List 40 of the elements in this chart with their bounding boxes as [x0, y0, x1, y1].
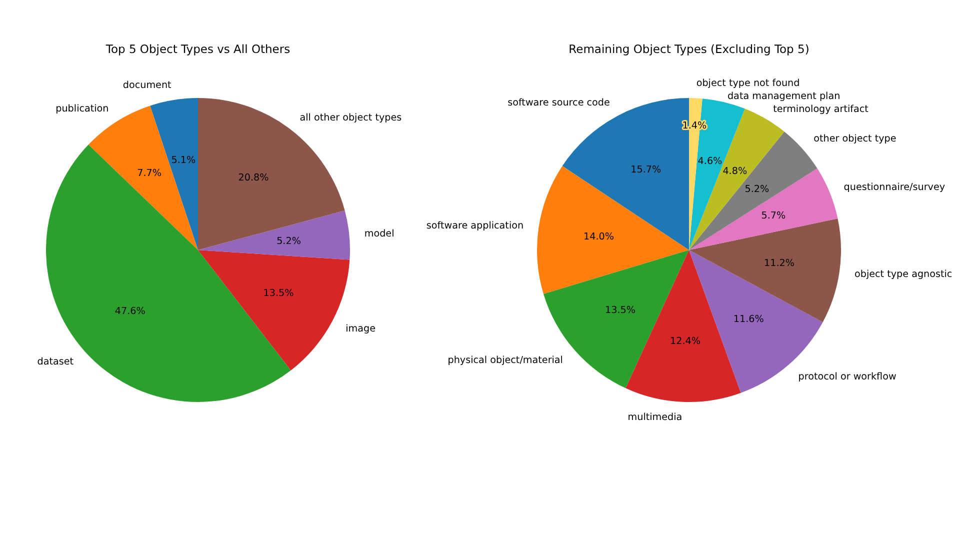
data-label: 12.4%	[670, 336, 701, 347]
slice-label: multimedia	[628, 412, 682, 423]
data-label: 5.7%	[761, 210, 786, 222]
slice-label: data management plan	[727, 90, 840, 102]
data-label: 11.6%	[733, 314, 764, 325]
slice-label: image	[346, 323, 376, 334]
pie-slice	[689, 168, 838, 250]
slice-label: software application	[426, 220, 524, 232]
pie-slice	[689, 218, 841, 322]
data-label: 4.8%	[722, 166, 748, 177]
data-label: 13.5%	[263, 287, 294, 298]
data-label: 7.7%	[137, 167, 162, 178]
data-label: 47.6%	[114, 305, 146, 316]
data-label: 4.6%	[698, 156, 722, 167]
slice-label: object type agnostic	[854, 268, 952, 280]
data-label: 11.2%	[764, 257, 795, 268]
slice-label: terminology artifact	[773, 103, 869, 114]
data-label: 5.1%	[171, 154, 196, 166]
slice-label: other object type	[814, 133, 896, 144]
pie-slice	[198, 210, 350, 260]
slice-label: all other object types	[300, 112, 402, 123]
data-label: 13.5%	[605, 304, 636, 316]
slice-label: publication	[56, 103, 109, 114]
data-label: 15.7%	[630, 164, 662, 176]
data-label: 5.2%	[744, 184, 770, 195]
slice-label: questionnaire/survey	[844, 181, 946, 192]
slice-label: object type not found	[696, 77, 800, 88]
slice-label: dataset	[37, 356, 74, 368]
slice-label: physical object/material	[448, 354, 563, 366]
chart-title: Top 5 Object Types vs All Others	[104, 42, 292, 56]
chart-title: Remaining Object Types (Excluding Top 5)	[568, 42, 810, 56]
data-label: 5.2%	[276, 235, 301, 246]
data-label: 20.8%	[238, 172, 269, 184]
pie-slice	[537, 166, 689, 294]
slice-label: software source code	[508, 97, 610, 108]
slice-label: model	[364, 228, 394, 239]
slice-label: protocol or workflow	[798, 371, 896, 382]
slice-label: document	[122, 79, 172, 90]
pie-slice	[198, 98, 345, 250]
data-label: 14.0%	[584, 231, 614, 242]
